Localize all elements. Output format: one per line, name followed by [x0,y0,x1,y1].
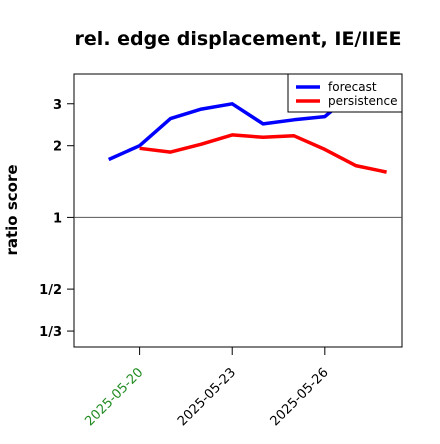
x-tick-label: 2025-05-23 [175,365,239,429]
y-axis-label: ratio score [3,164,21,255]
x-axis: 2025-05-20 2025-05-23 2025-05-26 [82,347,332,429]
y-tick-label: 1/3 [39,325,62,340]
y-tick-label: 1 [53,211,62,226]
series-layer [107,89,387,174]
y-tick-label: 3 [53,98,62,113]
y-tick-label: 2 [53,140,62,155]
chart-title: rel. edge displacement, IE/IIEE [75,28,402,50]
y-axis: 3 2 1 1/2 1/3 [39,98,74,340]
plot-frame [73,73,403,348]
x-tick-label: 2025-05-26 [268,365,332,429]
y-tick-label: 1/2 [39,283,62,298]
series-line-persistence [139,133,387,174]
x-tick-label: 2025-05-20 [82,365,146,429]
series-line-forecast [107,89,357,162]
legend-box [287,73,403,113]
legend-label-forecast: forecast [328,80,377,94]
legend-label-persistence: persistence [328,94,397,108]
